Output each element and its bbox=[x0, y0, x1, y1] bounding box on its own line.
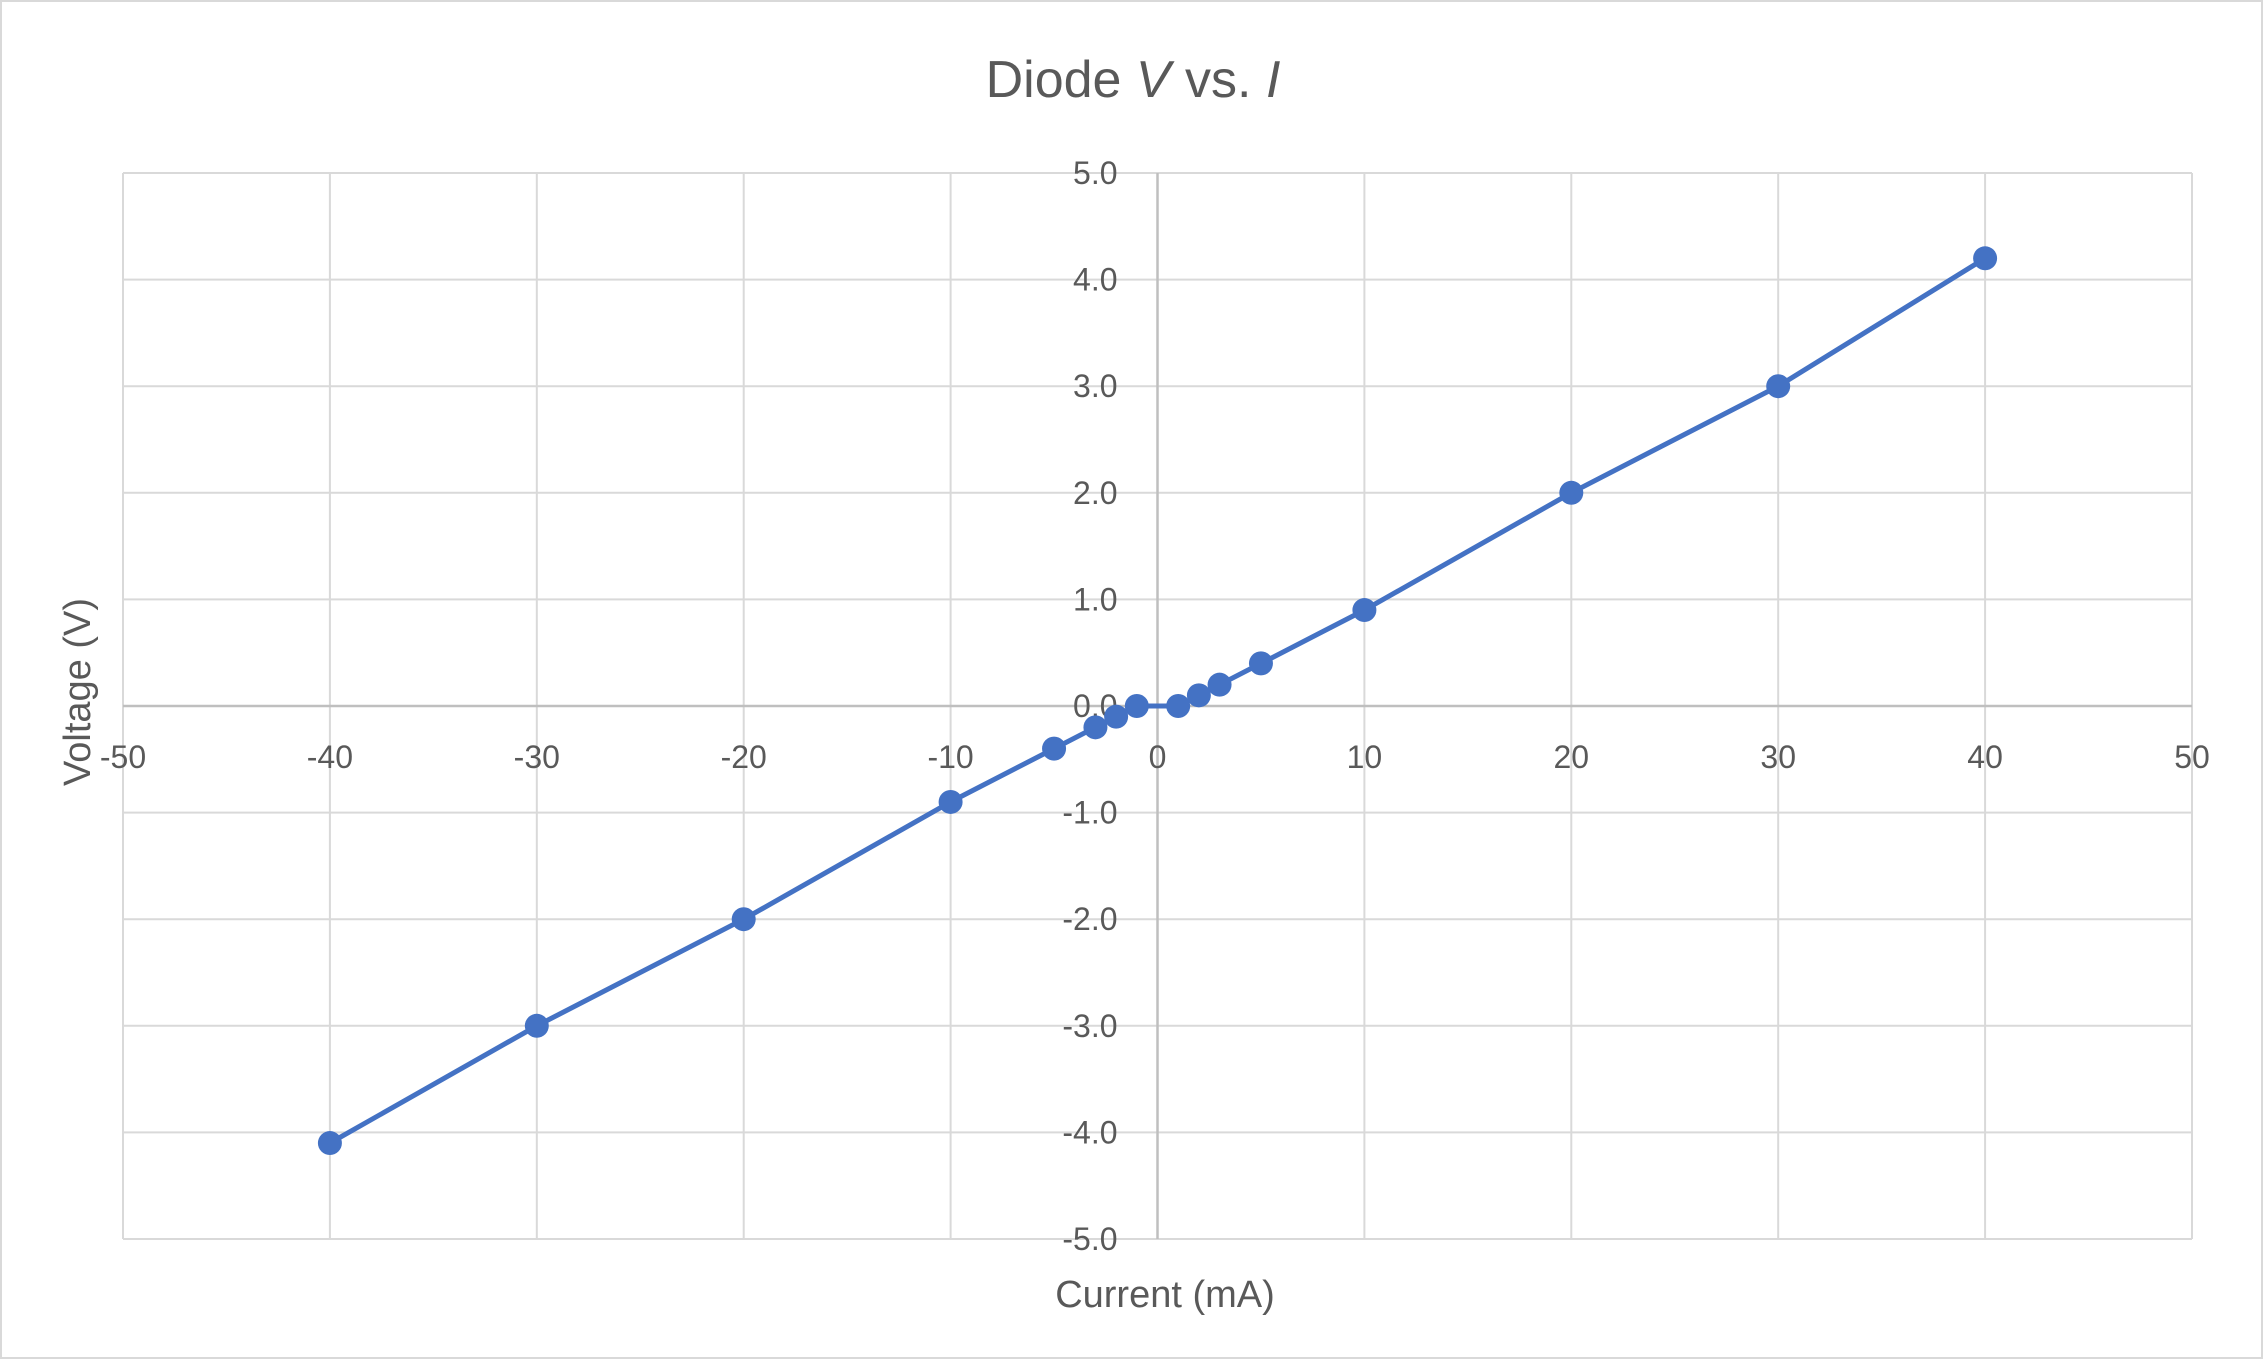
data-point bbox=[938, 789, 963, 814]
data-point bbox=[1042, 736, 1067, 761]
x-axis-title: Current (mA) bbox=[1055, 1274, 1275, 1316]
x-tick-label: -30 bbox=[514, 739, 560, 775]
data-point bbox=[1559, 480, 1584, 505]
chart-title: Diode V vs. I bbox=[986, 51, 1281, 109]
data-point bbox=[731, 907, 756, 932]
data-point bbox=[1352, 598, 1377, 623]
data-point bbox=[1104, 704, 1129, 729]
y-tick-label: -5.0 bbox=[1062, 1221, 1117, 1257]
x-tick-label: 40 bbox=[1967, 739, 2003, 775]
y-tick-label: 1.0 bbox=[1073, 581, 1117, 617]
x-tick-labels: -50 -40 -30 -20 -10 0 10 20 30 40 50 bbox=[100, 739, 2210, 775]
y-axis-title: Voltage (V) bbox=[57, 598, 99, 786]
x-tick-label: 30 bbox=[1760, 739, 1796, 775]
data-point bbox=[1166, 694, 1191, 718]
data-point bbox=[1248, 651, 1273, 676]
series-line bbox=[328, 256, 1987, 1146]
data-point bbox=[524, 1013, 549, 1038]
x-tick-label: -40 bbox=[307, 739, 353, 775]
x-tick-label: -50 bbox=[100, 739, 146, 775]
data-point bbox=[317, 1131, 342, 1156]
data-series bbox=[317, 246, 1998, 1156]
y-tick-label: -2.0 bbox=[1062, 901, 1117, 937]
x-tick-label: 0 bbox=[1149, 739, 1167, 775]
y-tick-label: 4.0 bbox=[1073, 262, 1117, 298]
data-point bbox=[1207, 672, 1232, 697]
y-tick-label: -1.0 bbox=[1062, 795, 1117, 831]
y-tick-label: 2.0 bbox=[1073, 475, 1117, 511]
data-point bbox=[1083, 715, 1108, 740]
x-tick-label: 50 bbox=[2174, 739, 2210, 775]
y-tick-label: 3.0 bbox=[1073, 368, 1117, 404]
data-point bbox=[1186, 683, 1211, 708]
x-tick-label: -20 bbox=[721, 739, 767, 775]
data-point bbox=[1124, 694, 1149, 718]
y-tick-label: 5.0 bbox=[1073, 155, 1117, 191]
data-point bbox=[1766, 374, 1791, 399]
y-tick-label: -4.0 bbox=[1062, 1114, 1117, 1150]
x-tick-label: -10 bbox=[927, 739, 973, 775]
x-tick-label: 20 bbox=[1554, 739, 1590, 775]
x-tick-label: 10 bbox=[1347, 739, 1383, 775]
data-point bbox=[1973, 246, 1998, 271]
y-tick-label: -3.0 bbox=[1062, 1008, 1117, 1044]
